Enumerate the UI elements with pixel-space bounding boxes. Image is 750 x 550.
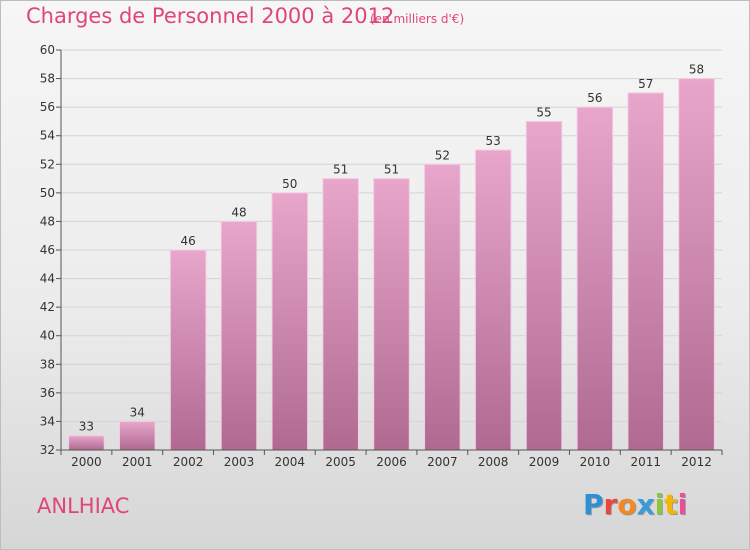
data-label: 52 — [435, 148, 450, 162]
logo-letter: i — [677, 488, 688, 521]
logo-letter: t — [664, 488, 678, 521]
chart-unit-note: (en milliers d'€) — [370, 12, 465, 26]
chart-data-labels: 33 34 46 48 50 51 51 52 53 55 56 57 58 — [79, 63, 704, 434]
bar — [220, 220, 258, 451]
x-tick-label: 2002 — [173, 455, 204, 469]
y-tick-label: 50 — [40, 186, 55, 200]
x-axis: 2000 2001 2002 2003 2004 2005 2006 2007 2008 2009… — [60, 449, 723, 469]
data-label: 48 — [231, 205, 246, 219]
data-label: 56 — [587, 91, 602, 105]
data-label: 57 — [638, 77, 653, 91]
bar — [271, 192, 309, 451]
y-tick-label: 36 — [40, 386, 55, 400]
logo-letter: o — [617, 488, 637, 521]
bar — [118, 420, 156, 451]
data-label: 55 — [536, 105, 551, 119]
x-tick-label: 2000 — [71, 455, 102, 469]
x-tick-label: 2005 — [325, 455, 356, 469]
data-label: 34 — [130, 405, 145, 419]
y-tick-label: 56 — [40, 100, 55, 114]
y-tick-label: 34 — [40, 414, 55, 428]
y-tick-label: 54 — [40, 129, 55, 143]
proxiti-logo: Proxiti — [583, 488, 687, 521]
y-tick-label: 60 — [40, 43, 55, 57]
y-tick-label: 44 — [40, 272, 55, 286]
chart-bars — [68, 78, 715, 451]
logo-letter: x — [636, 488, 655, 521]
data-label: 33 — [79, 420, 94, 434]
data-label: 50 — [282, 177, 297, 191]
x-tick-label: 2004 — [275, 455, 306, 469]
y-tick-label: 52 — [40, 157, 55, 171]
y-tick-label: 32 — [40, 443, 55, 457]
bar — [474, 149, 512, 451]
x-tick-label: 2009 — [529, 455, 560, 469]
data-label: 46 — [180, 234, 195, 248]
y-axis: 32 34 36 38 40 42 44 46 48 50 52 54 56 58 60 — [40, 43, 62, 457]
x-tick-label: 2008 — [478, 455, 509, 469]
y-tick-label: 58 — [40, 72, 55, 86]
logo-letter: i — [654, 488, 665, 521]
data-label: 51 — [333, 163, 348, 177]
y-tick-label: 42 — [40, 300, 55, 314]
x-tick-label: 2007 — [427, 455, 458, 469]
commune-name: ANLHIAC — [37, 494, 130, 518]
x-tick-label: 2010 — [580, 455, 611, 469]
x-tick-label: 2011 — [630, 455, 661, 469]
y-tick-label: 40 — [40, 329, 55, 343]
y-tick-label: 48 — [40, 214, 55, 228]
bar — [576, 106, 614, 451]
bar — [373, 178, 410, 451]
data-label: 53 — [486, 134, 501, 148]
bar — [627, 92, 665, 451]
x-tick-label: 2003 — [224, 455, 255, 469]
bar — [169, 249, 207, 451]
chart-title: Charges de Personnel 2000 à 2012 — [26, 4, 395, 28]
x-tick-label: 2012 — [681, 455, 712, 469]
bar — [322, 178, 359, 451]
bar — [424, 163, 461, 451]
logo-letter: P — [583, 488, 604, 521]
data-label: 58 — [689, 63, 704, 77]
y-tick-label: 38 — [40, 357, 55, 371]
bar — [525, 120, 563, 451]
x-tick-label: 2006 — [376, 455, 407, 469]
bar — [678, 78, 715, 451]
data-label: 51 — [384, 163, 399, 177]
x-tick-label: 2001 — [122, 455, 153, 469]
y-tick-label: 46 — [40, 243, 55, 257]
bar — [68, 435, 105, 451]
logo-letter: r — [603, 488, 618, 521]
